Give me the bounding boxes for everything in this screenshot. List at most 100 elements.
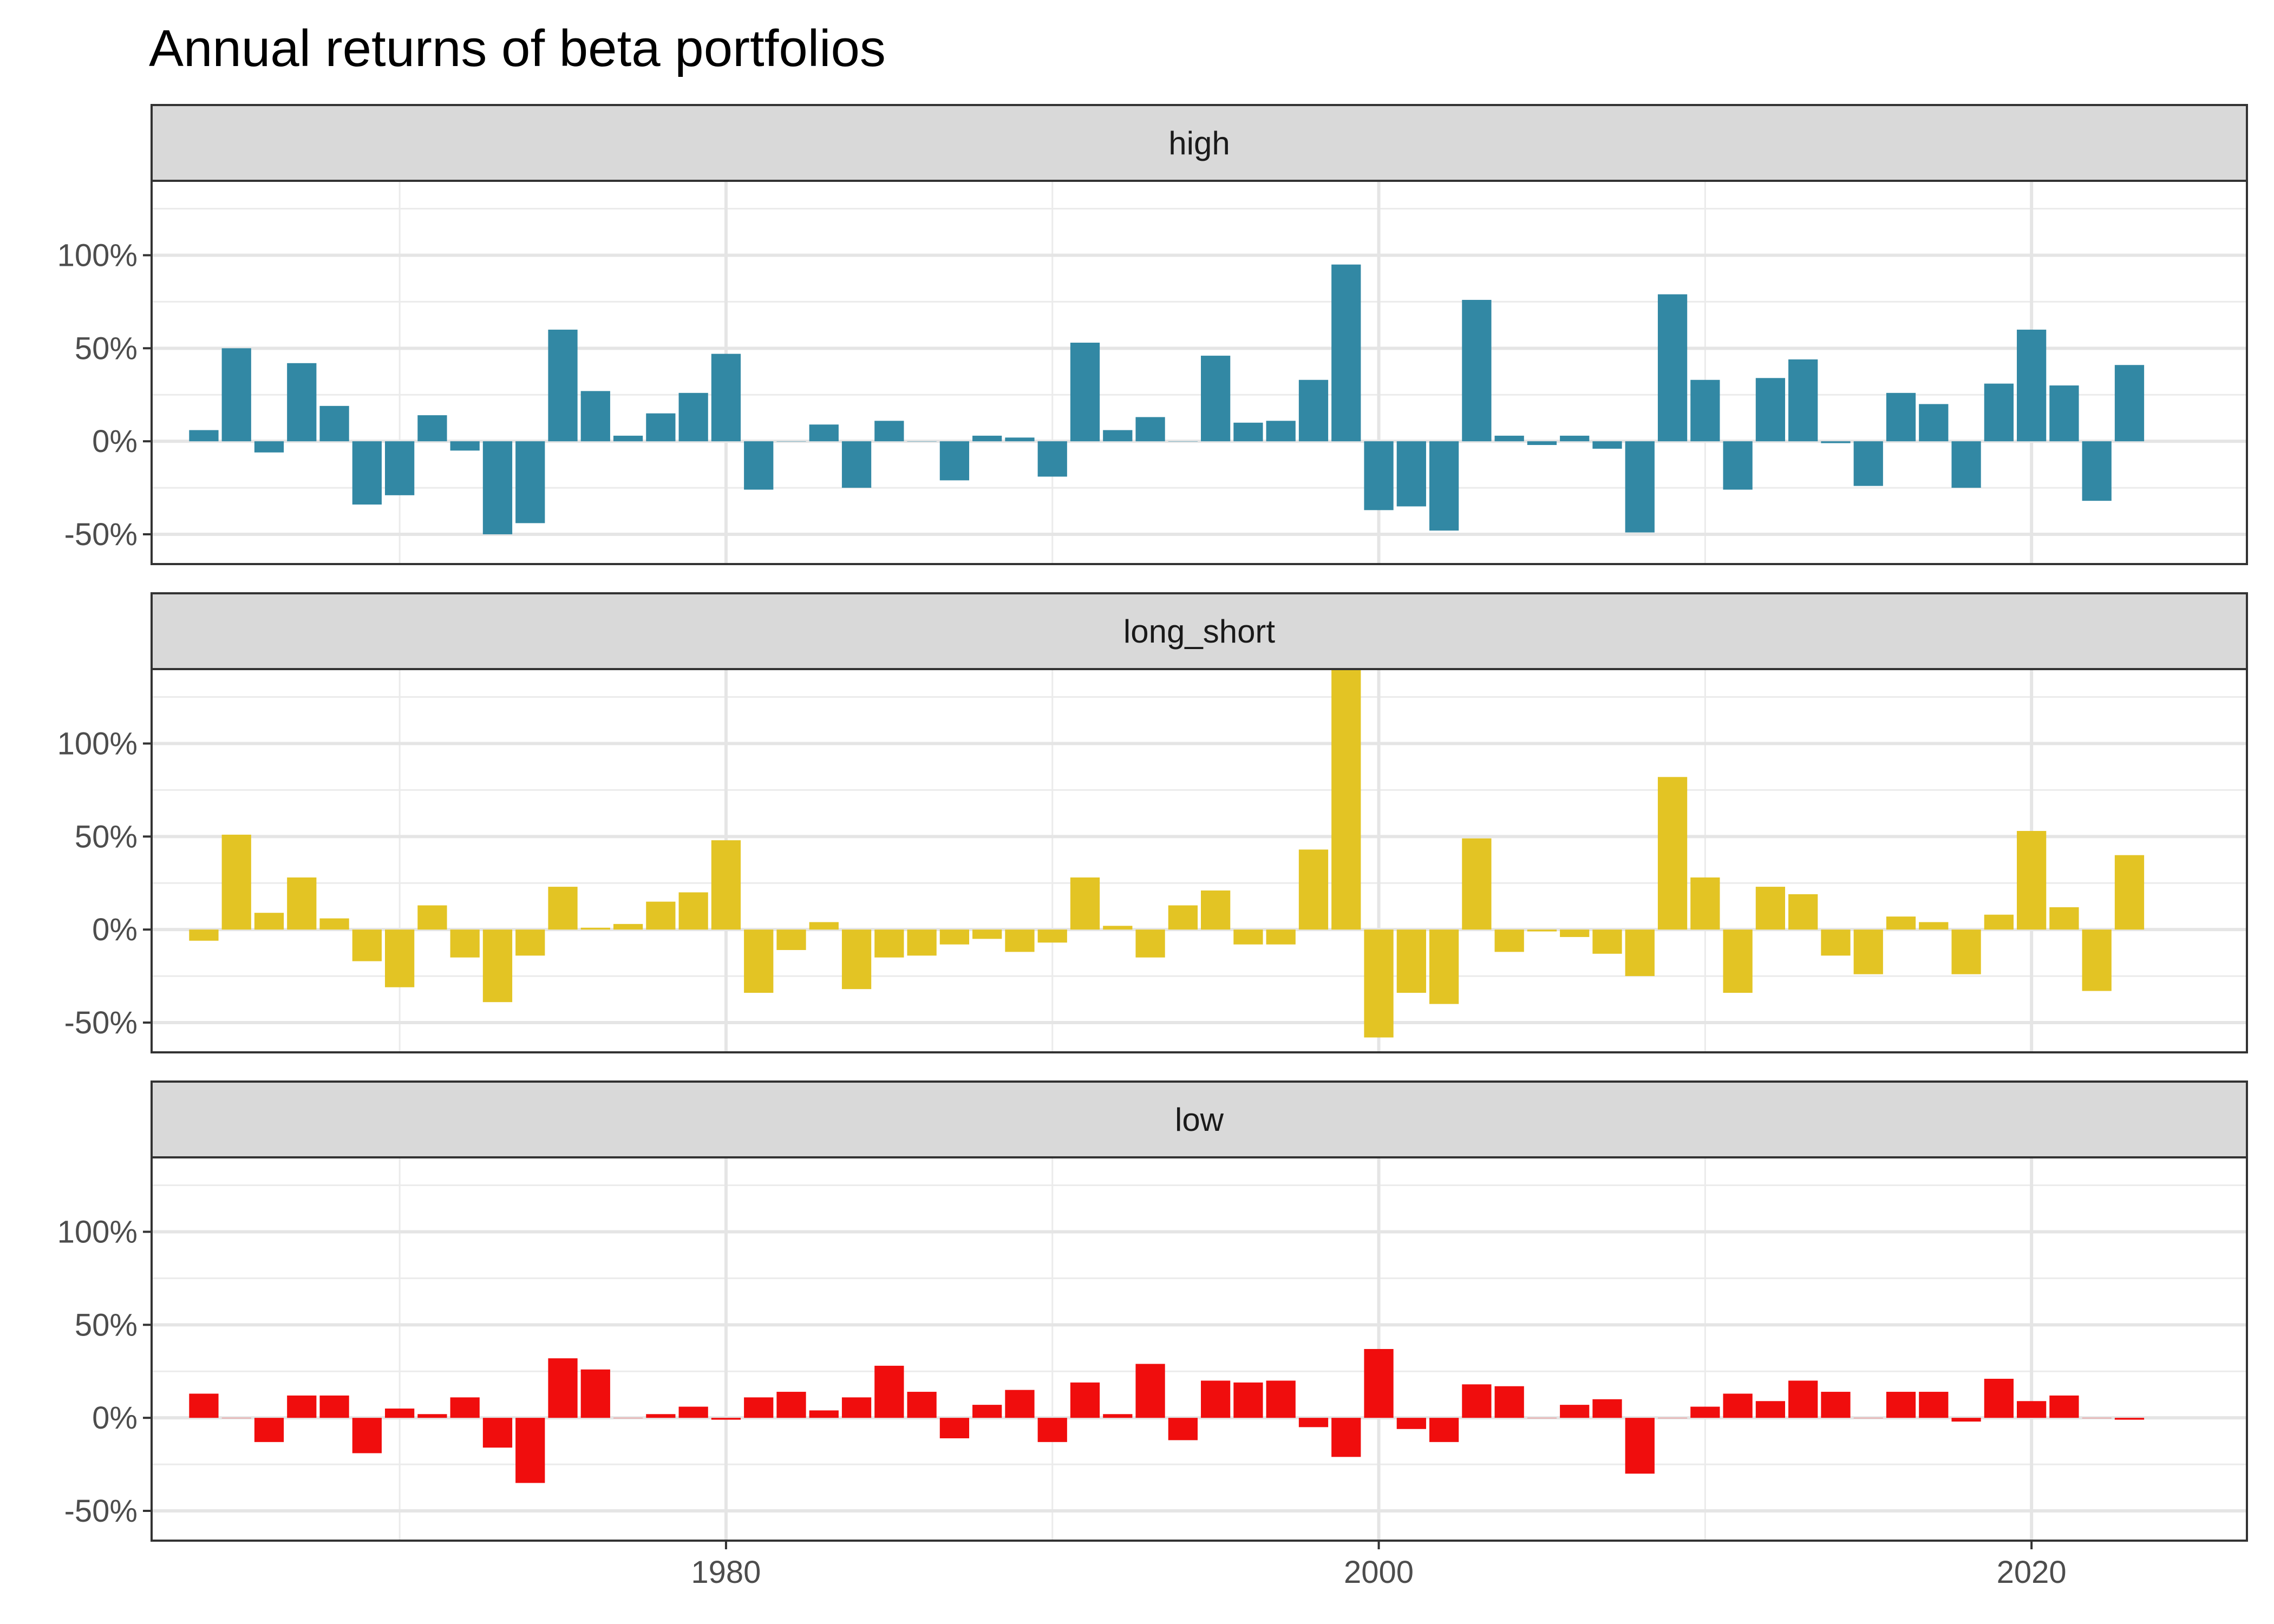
facet-strip bbox=[151, 104, 2248, 182]
bar-low-1997: 1997: 20% bbox=[1266, 1380, 1296, 1418]
bar-long-short-1969: 1969: -17% bbox=[352, 929, 382, 961]
bar-high-2014: 2014: -1% bbox=[1821, 441, 1851, 443]
bar-high-2023: 2023: 41% bbox=[2114, 365, 2145, 442]
bar-low-2018: 2018: -2% bbox=[1951, 1418, 1981, 1422]
x-axis: 1980 2000 2020 bbox=[691, 1541, 2067, 1590]
bar-low-1966: 1966: -13% bbox=[254, 1418, 284, 1442]
bar-low-1983: 1983: 4% bbox=[809, 1410, 839, 1418]
bar-long-short-2005: 2005: -1% bbox=[1527, 929, 1557, 932]
bar-high-1971: 1971: 14% bbox=[417, 415, 447, 442]
y-tick-label: -50% bbox=[64, 1005, 138, 1040]
bar-long-short-2022: 2022: -33% bbox=[2082, 929, 2112, 991]
bar-low-2011: 2011: 13% bbox=[1723, 1393, 1753, 1418]
bar-low-1968: 1968: 12% bbox=[319, 1395, 349, 1418]
bar-low-2023: 2023: -1% bbox=[2114, 1418, 2145, 1420]
panel-background bbox=[152, 669, 2247, 1052]
bar-long-short-1974: 1974: -14% bbox=[515, 929, 545, 956]
bar-high-2010: 2010: 33% bbox=[1690, 379, 1720, 442]
bar-long-short-2018: 2018: -24% bbox=[1951, 929, 1981, 974]
y-tick-label: 0% bbox=[92, 912, 138, 947]
bar-long-short-1971: 1971: 13% bbox=[417, 905, 447, 930]
y-tick-label: 50% bbox=[75, 819, 138, 854]
facet-strip-label: long_short bbox=[1123, 613, 1276, 650]
bar-low-1971: 1971: 2% bbox=[417, 1414, 447, 1418]
bar-high-1968: 1968: 19% bbox=[319, 405, 349, 442]
bar-high-1983: 1983: 9% bbox=[809, 424, 839, 442]
bar-long-short-1970: 1970: -31% bbox=[385, 929, 415, 987]
bar-low-1978: 1978: 2% bbox=[646, 1414, 676, 1418]
bar-low-1982: 1982: 14% bbox=[776, 1392, 806, 1418]
bar-high-1992: 1992: 6% bbox=[1103, 430, 1133, 442]
bar-long-short-2003: 2003: 49% bbox=[1462, 838, 1492, 930]
bar-high-1974: 1974: -44% bbox=[515, 441, 545, 523]
bar-high-1990: 1990: -19% bbox=[1037, 441, 1067, 477]
bar-low-1964: 1964: 13% bbox=[189, 1393, 219, 1418]
bar-high-1980: 1980: 47% bbox=[711, 353, 741, 442]
bar-low-1967: 1967: 12% bbox=[287, 1395, 317, 1418]
bar-long-short-2007: 2007: -13% bbox=[1592, 929, 1622, 954]
bar-high-2015: 2015: -24% bbox=[1853, 441, 1883, 486]
bar-high-2016: 2016: 26% bbox=[1886, 392, 1916, 442]
bar-low-1987: 1987: -11% bbox=[939, 1418, 970, 1438]
bar-long-short-1996: 1996: -8% bbox=[1233, 929, 1263, 945]
bar-high-2009: 2009: 79% bbox=[1657, 294, 1688, 442]
bar-low-2013: 2013: 20% bbox=[1788, 1380, 1818, 1418]
bar-long-short-2023: 2023: 40% bbox=[2114, 855, 2145, 930]
chart-title: Annual returns of beta portfolios bbox=[149, 19, 886, 77]
y-tick-label: 50% bbox=[75, 331, 138, 366]
bar-low-1973: 1973: -16% bbox=[482, 1418, 513, 1448]
bar-high-2006: 2006: 3% bbox=[1560, 435, 1590, 442]
bar-low-1996: 1996: 19% bbox=[1233, 1382, 1263, 1418]
bar-high-1984: 1984: -25% bbox=[841, 441, 872, 488]
bar-high-1970: 1970: -29% bbox=[385, 441, 415, 495]
bar-long-short-1995: 1995: 21% bbox=[1201, 890, 1231, 930]
y-tick-label: -50% bbox=[64, 517, 138, 552]
facet-strip-label: high bbox=[1168, 125, 1230, 161]
bar-long-short-1987: 1987: -8% bbox=[939, 929, 970, 945]
y-tick-label: 100% bbox=[57, 238, 138, 273]
bar-long-short-2006: 2006: -4% bbox=[1560, 929, 1590, 937]
bar-long-short-2002: 2002: -40% bbox=[1429, 929, 1459, 1004]
bar-high-1981: 1981: -26% bbox=[744, 441, 774, 490]
bar-low-1981: 1981: 11% bbox=[744, 1397, 774, 1418]
bar-long-short-1965: 1965: 51% bbox=[221, 834, 251, 930]
y-tick-label: 0% bbox=[92, 424, 138, 459]
y-tick-label: -50% bbox=[64, 1494, 138, 1529]
bar-long-short-2009: 2009: 82% bbox=[1657, 777, 1688, 930]
bar-high-2018: 2018: -25% bbox=[1951, 441, 1981, 488]
bar-low-1994: 1994: -12% bbox=[1168, 1418, 1198, 1440]
y-tick-label: 100% bbox=[57, 1214, 138, 1249]
bar-high-1995: 1995: 46% bbox=[1201, 356, 1231, 442]
bar-high-1989: 1989: 2% bbox=[1005, 437, 1035, 442]
bar-low-1990: 1990: -13% bbox=[1037, 1418, 1067, 1442]
bar-high-2022: 2022: -32% bbox=[2082, 441, 2112, 501]
bar-long-short-1967: 1967: 28% bbox=[287, 877, 317, 930]
bar-long-short-1979: 1979: 20% bbox=[678, 892, 708, 930]
x-tick-label: 2020 bbox=[1997, 1555, 2067, 1590]
bar-high-1985: 1985: 11% bbox=[874, 421, 904, 442]
bar-long-short-2016: 2016: 7% bbox=[1886, 916, 1916, 930]
bar-high-2008: 2008: -49% bbox=[1625, 441, 1655, 533]
panel-high: 1964: 6%1965: 50%1966: -6%1967: 42%1968:… bbox=[57, 104, 2248, 565]
y-tick-label: 0% bbox=[92, 1400, 138, 1436]
bar-high-2017: 2017: 20% bbox=[1919, 404, 1949, 442]
bar-long-short-2017: 2017: 4% bbox=[1919, 922, 1949, 930]
bar-low-1986: 1986: 14% bbox=[907, 1392, 937, 1418]
bar-long-short-1966: 1966: 9% bbox=[254, 913, 284, 930]
bar-high-1973: 1973: -50% bbox=[482, 441, 513, 535]
bar-low-1993: 1993: 29% bbox=[1135, 1364, 1165, 1418]
bar-long-short-2014: 2014: -14% bbox=[1821, 929, 1851, 956]
bar-high-2020: 2020: 60% bbox=[2017, 329, 2047, 442]
bar-low-1975: 1975: 32% bbox=[548, 1358, 578, 1418]
panel-background bbox=[152, 181, 2247, 564]
bar-high-2000: 2000: -37% bbox=[1364, 441, 1394, 510]
bar-high-1978: 1978: 15% bbox=[646, 413, 676, 442]
bar-long-short-1977: 1977: 3% bbox=[613, 924, 643, 930]
bar-high-1967: 1967: 42% bbox=[287, 363, 317, 442]
bar-high-2013: 2013: 44% bbox=[1788, 359, 1818, 442]
facet-strip bbox=[151, 592, 2248, 670]
facet-strip bbox=[151, 1081, 2248, 1158]
bar-long-short-1992: 1992: 2% bbox=[1103, 926, 1133, 930]
bar-long-short-1986: 1986: -14% bbox=[907, 929, 937, 956]
bar-high-1987: 1987: -21% bbox=[939, 441, 970, 481]
